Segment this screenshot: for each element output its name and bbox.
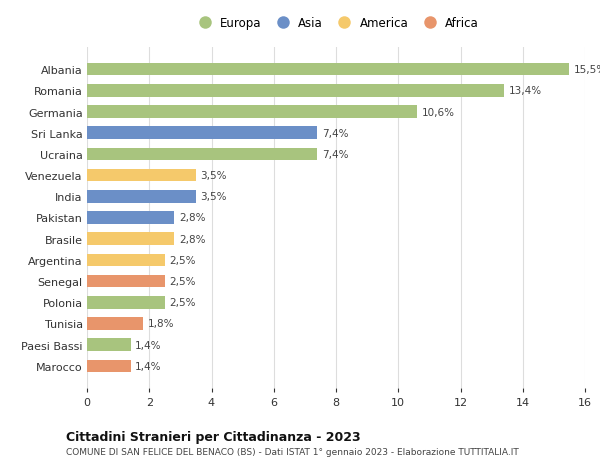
Text: 2,8%: 2,8%	[179, 234, 205, 244]
Bar	[87, 318, 143, 330]
Bar	[87, 127, 317, 140]
Bar	[87, 106, 417, 118]
Text: 13,4%: 13,4%	[509, 86, 542, 96]
Bar	[87, 296, 165, 309]
Text: 3,5%: 3,5%	[200, 192, 227, 202]
Bar	[87, 212, 174, 224]
Text: 7,4%: 7,4%	[322, 129, 349, 139]
Bar	[87, 148, 317, 161]
Text: 1,4%: 1,4%	[135, 340, 162, 350]
Text: 2,5%: 2,5%	[169, 255, 196, 265]
Bar	[87, 233, 174, 246]
Bar	[87, 360, 131, 372]
Bar	[87, 254, 165, 267]
Bar	[87, 85, 504, 97]
Text: Cittadini Stranieri per Cittadinanza - 2023: Cittadini Stranieri per Cittadinanza - 2…	[66, 431, 361, 443]
Bar	[87, 339, 131, 351]
Bar	[87, 275, 165, 288]
Text: 10,6%: 10,6%	[422, 107, 455, 117]
Text: 2,5%: 2,5%	[169, 276, 196, 286]
Text: 1,8%: 1,8%	[148, 319, 174, 329]
Text: COMUNE DI SAN FELICE DEL BENACO (BS) - Dati ISTAT 1° gennaio 2023 - Elaborazione: COMUNE DI SAN FELICE DEL BENACO (BS) - D…	[66, 448, 519, 457]
Bar	[87, 190, 196, 203]
Text: 3,5%: 3,5%	[200, 171, 227, 181]
Bar	[87, 64, 569, 76]
Text: 15,5%: 15,5%	[574, 65, 600, 75]
Text: 2,5%: 2,5%	[169, 297, 196, 308]
Bar	[87, 169, 196, 182]
Text: 7,4%: 7,4%	[322, 150, 349, 160]
Text: 1,4%: 1,4%	[135, 361, 162, 371]
Legend: Europa, Asia, America, Africa: Europa, Asia, America, Africa	[193, 17, 479, 30]
Text: 2,8%: 2,8%	[179, 213, 205, 223]
